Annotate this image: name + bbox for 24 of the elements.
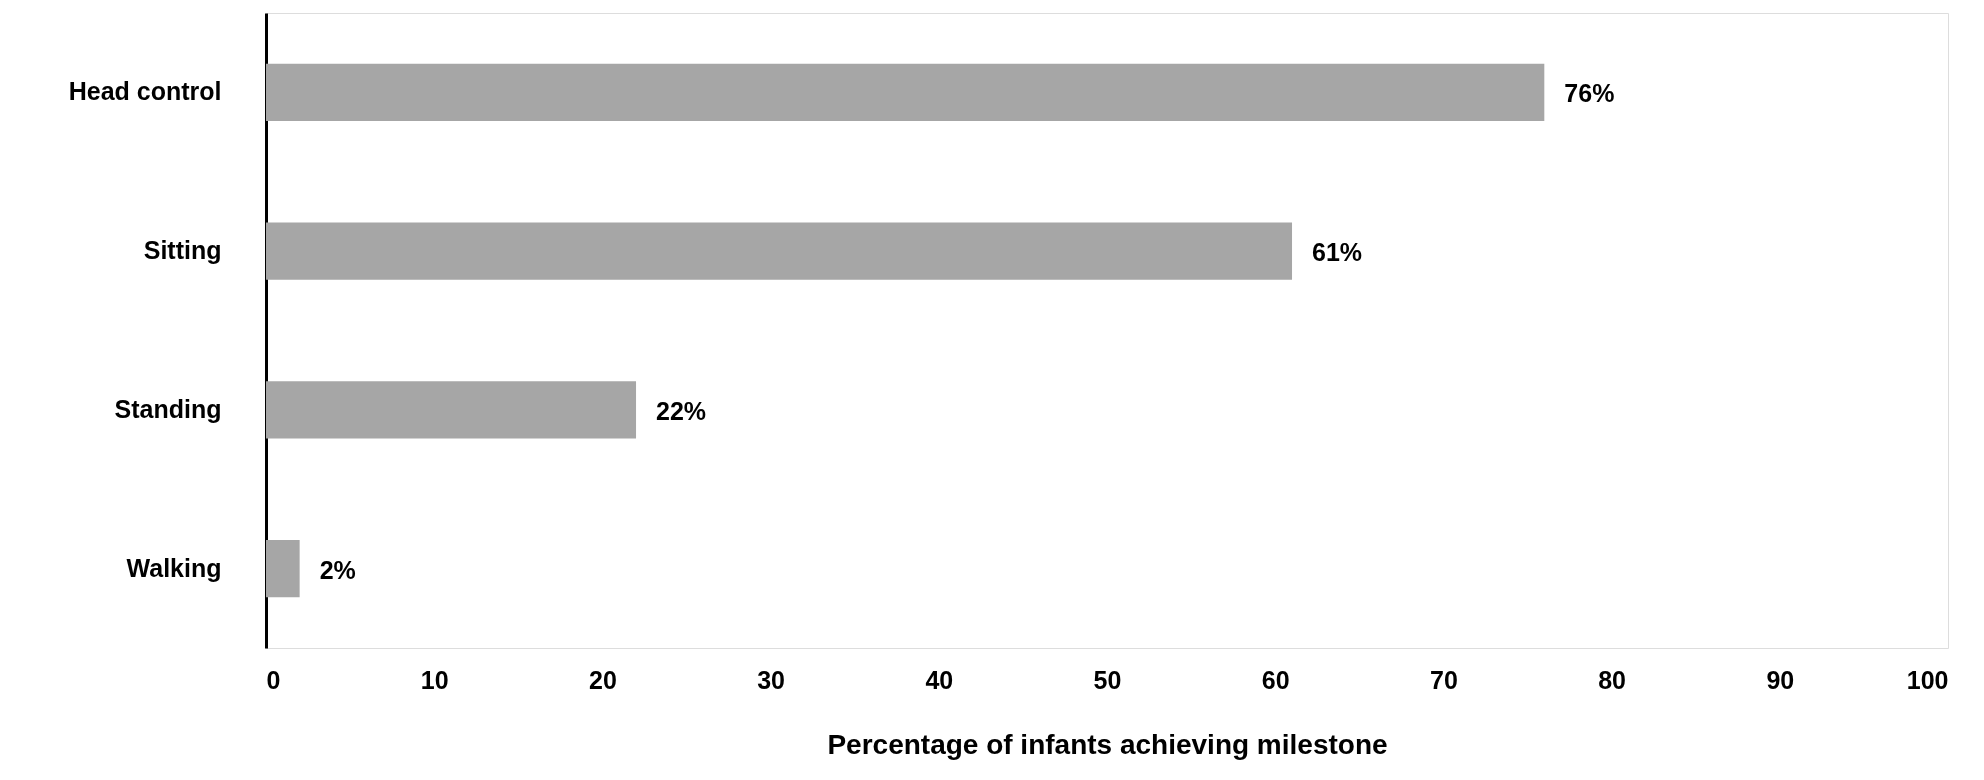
x-tick-label: 30	[757, 665, 786, 694]
data-label: 2%	[319, 555, 356, 584]
x-tick-label: 70	[1429, 665, 1458, 694]
data-label: 22%	[656, 396, 707, 425]
y-tick-label: Standing	[114, 394, 222, 423]
bar	[266, 540, 300, 598]
x-tick-label: 40	[925, 665, 954, 694]
bar	[266, 381, 637, 439]
x-tick-label: 10	[420, 665, 449, 694]
y-tick-label: Sitting	[143, 236, 222, 265]
x-tick-label: 20	[588, 665, 617, 694]
y-tick-label: Walking	[126, 553, 222, 582]
data-label: 76%	[1564, 79, 1615, 108]
x-tick-label: 90	[1766, 665, 1795, 694]
x-tick-label: 60	[1261, 665, 1290, 694]
x-axis-title: Percentage of infants achieving milestone	[827, 728, 1388, 760]
x-tick-label: 0	[266, 665, 281, 694]
x-tick-label: 50	[1093, 665, 1122, 694]
x-tick-label: 80	[1598, 665, 1627, 694]
y-tick-label: Head control	[68, 77, 222, 106]
bar	[266, 63, 1545, 121]
data-label: 61%	[1312, 238, 1363, 267]
x-tick-label: 100	[1906, 665, 1949, 694]
bar	[266, 222, 1293, 280]
